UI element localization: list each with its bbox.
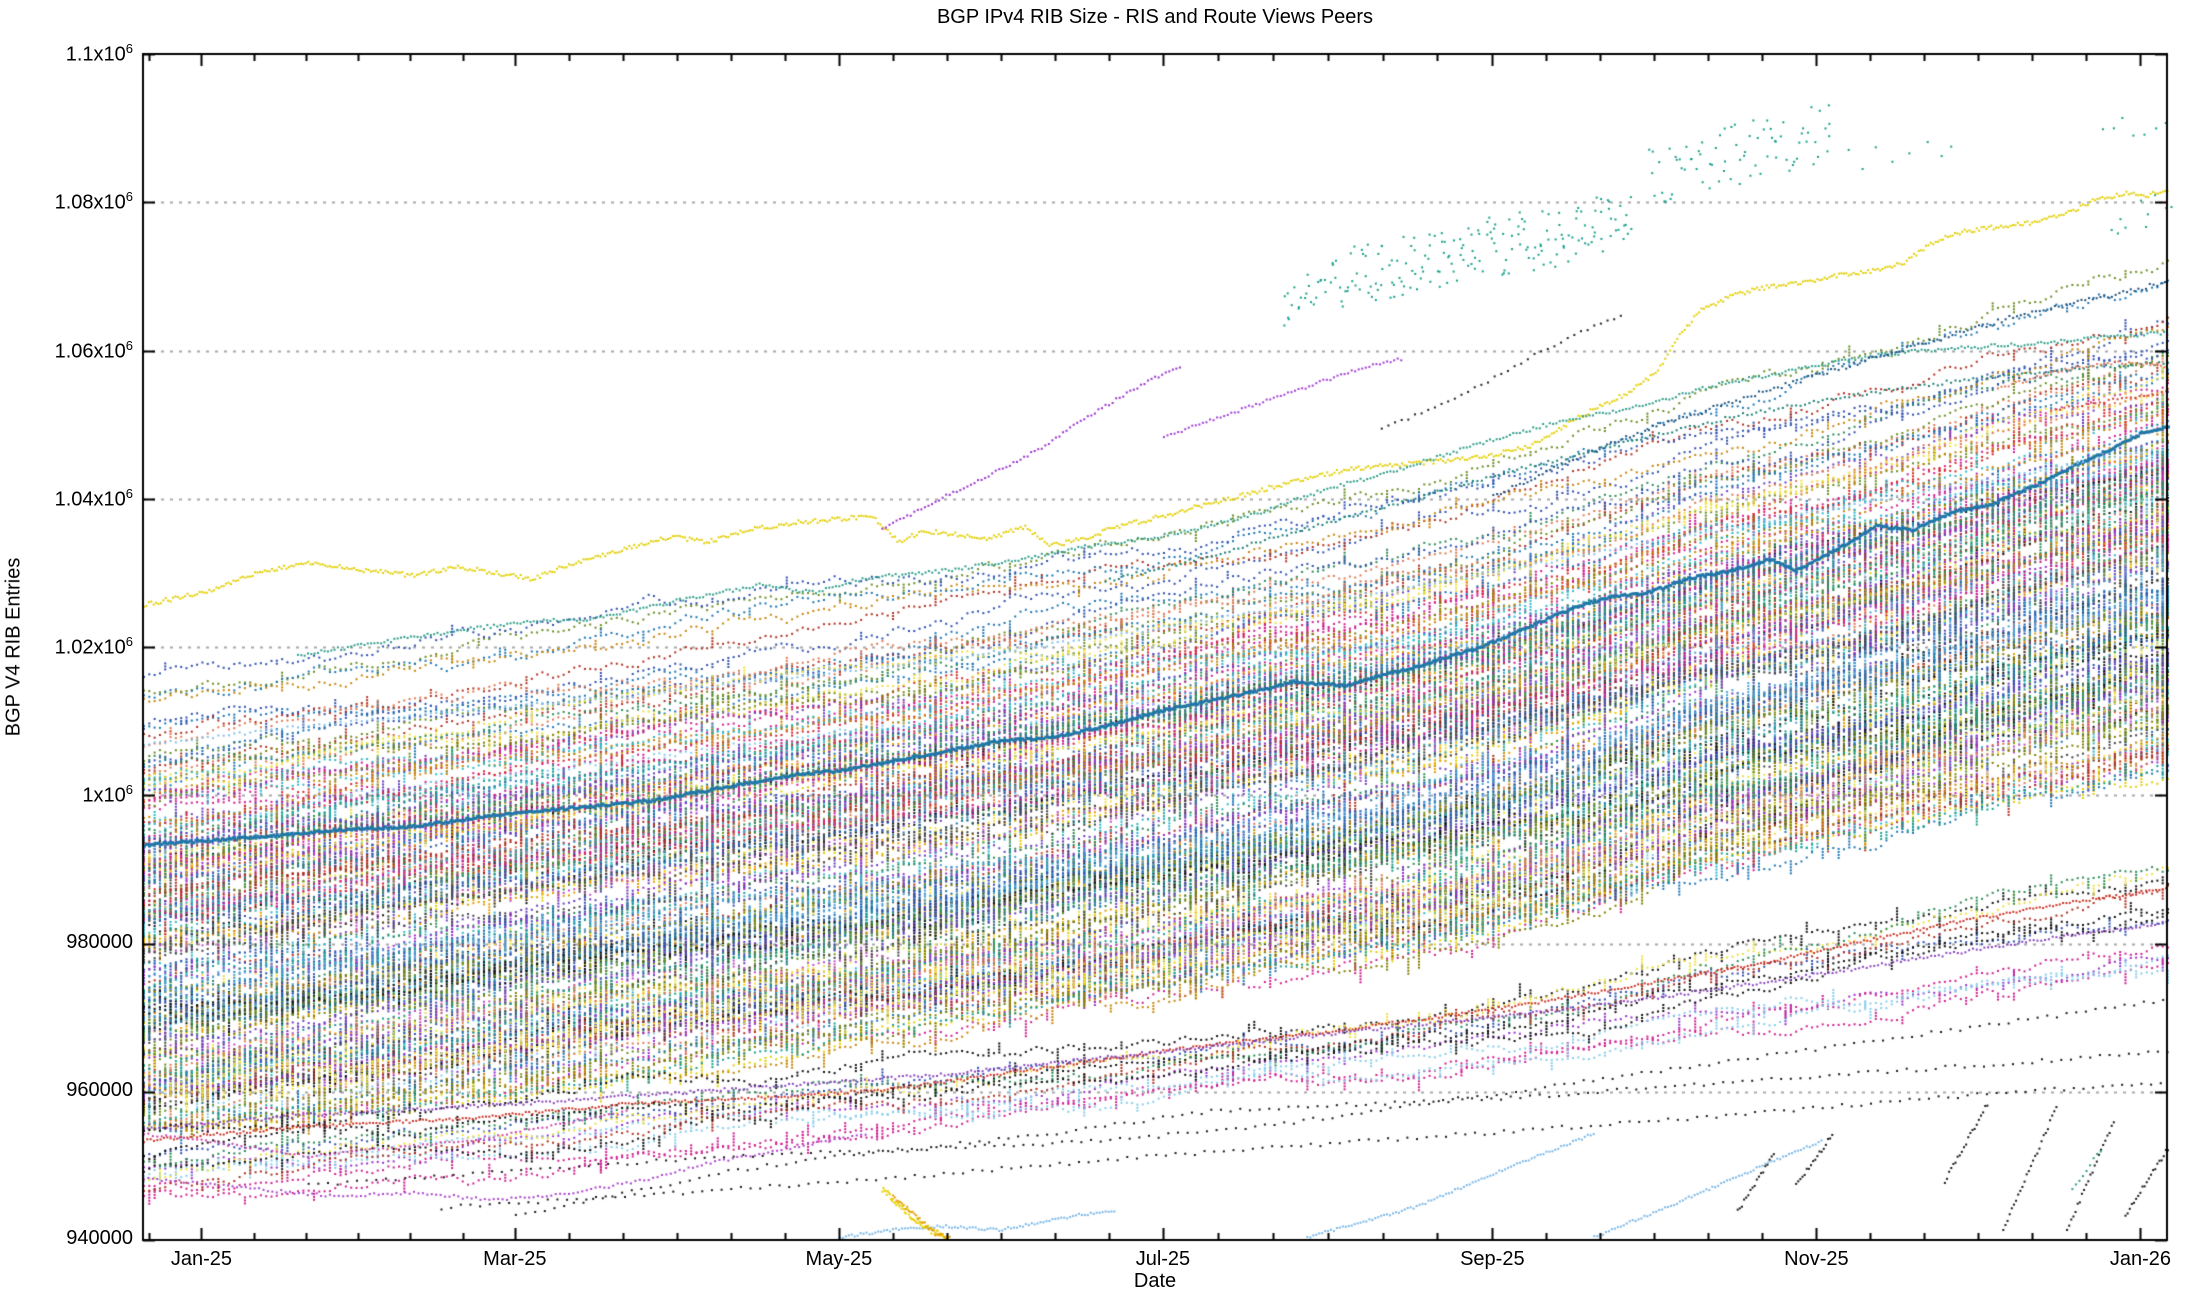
y-tick-label: 940000 [66,1227,133,1249]
x-tick-label: Jan-25 [170,1248,232,1270]
y-tick-label: 1.06x106 [54,337,133,363]
y-tick-label: 1.04x106 [54,485,133,511]
x-axis-title: Date [1133,1270,1177,1292]
y-tick-label: 1.08x106 [54,189,133,214]
x-tick-label: Nov-25 [1784,1248,1849,1270]
y-tick-label: 980000 [66,930,133,953]
y-tick-label: 960000 [66,1078,133,1101]
y-tick-label: 1x106 [82,782,133,807]
x-tick-label: May-25 [805,1248,873,1270]
x-tick-label: Jan-26 [2109,1248,2172,1270]
x-tick-label: Sep-25 [1460,1248,1525,1270]
y-tick-label: 1.1x106 [65,41,133,66]
chart-title: BGP IPv4 RIB Size - RIS and Route Views … [936,6,1374,28]
y-tick-label: 1.02x106 [54,634,133,659]
x-tick-label: Jul-25 [1135,1248,1191,1270]
x-tick-label: Mar-25 [483,1248,547,1270]
